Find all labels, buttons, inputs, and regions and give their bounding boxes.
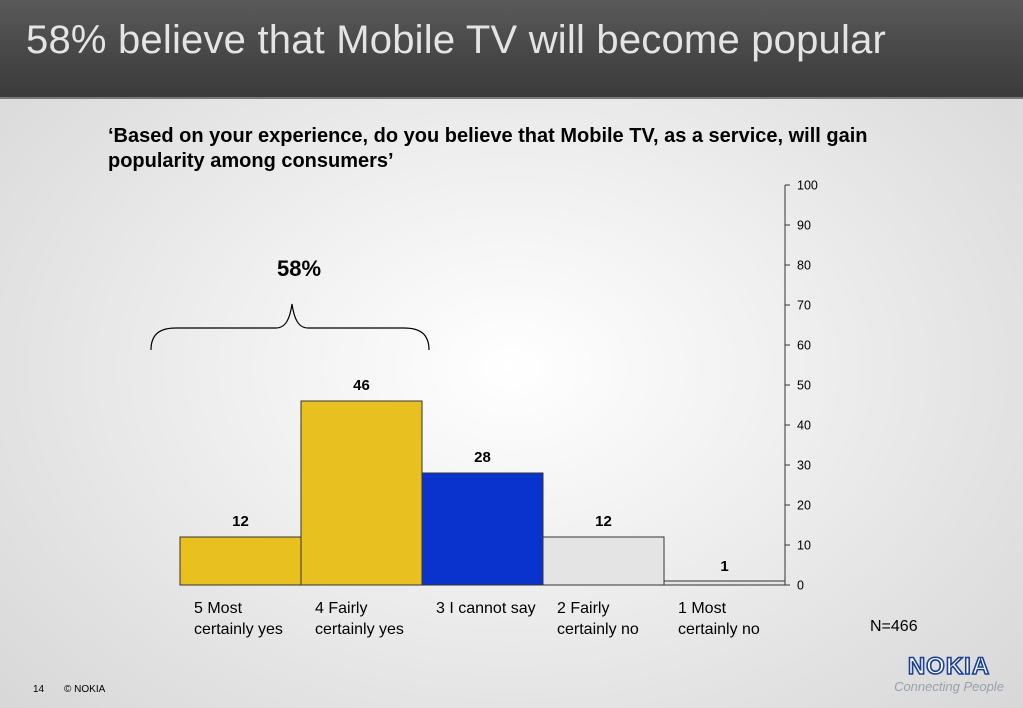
- bar-1: [179, 536, 302, 586]
- y-tick-label-0: 0: [797, 579, 804, 593]
- y-tick-label-70: 70: [797, 299, 811, 313]
- bar-4: [542, 536, 665, 586]
- logo-wordmark: NOKIA: [907, 652, 991, 681]
- sample-size-label: N=466: [870, 618, 918, 635]
- y-tick-label-50: 50: [797, 379, 811, 393]
- category-label-1: 5 Most certainly yes: [194, 600, 283, 638]
- survey-question: ‘Based on your experience, do you believ…: [108, 125, 868, 172]
- copyright: © NOKIA: [64, 684, 106, 695]
- page-number: 14: [33, 684, 45, 695]
- category-label-2: 4 Fairly certainly yes: [315, 600, 404, 638]
- bar-2: [300, 400, 423, 586]
- bar-value-label-1: 12: [232, 513, 249, 530]
- y-tick-label-80: 80: [797, 259, 811, 273]
- category-label-3: 3 I cannot say: [436, 600, 536, 617]
- bar-3: [421, 472, 544, 586]
- bar-value-label-2: 46: [353, 377, 370, 394]
- bar-value-label-3: 28: [474, 449, 491, 466]
- y-tick-label-90: 90: [797, 219, 811, 233]
- slide-title: 58% believe that Mobile TV will become p…: [26, 18, 887, 62]
- category-label-4: 2 Fairly certainly no: [557, 600, 639, 638]
- bracket-percentage-label: 58%: [277, 256, 322, 281]
- bar-value-label-4: 12: [595, 513, 612, 530]
- bar-5: [663, 580, 786, 586]
- y-tick-label-10: 10: [797, 539, 811, 553]
- title-bar: 58% believe that Mobile TV will become p…: [0, 0, 1023, 99]
- bracket-brace: [150, 303, 430, 351]
- y-tick-label-30: 30: [797, 459, 811, 473]
- y-tick-label-40: 40: [797, 419, 811, 433]
- nokia-logo: NOKIA Connecting People: [888, 652, 1010, 694]
- category-label-5: 1 Most certainly no: [678, 600, 760, 638]
- y-tick-label-100: 100: [797, 179, 818, 193]
- bar-value-label-5: 1: [720, 558, 728, 575]
- logo-tagline: Connecting People: [894, 679, 1004, 694]
- y-tick-label-60: 60: [797, 339, 811, 353]
- y-tick-label-20: 20: [797, 499, 811, 513]
